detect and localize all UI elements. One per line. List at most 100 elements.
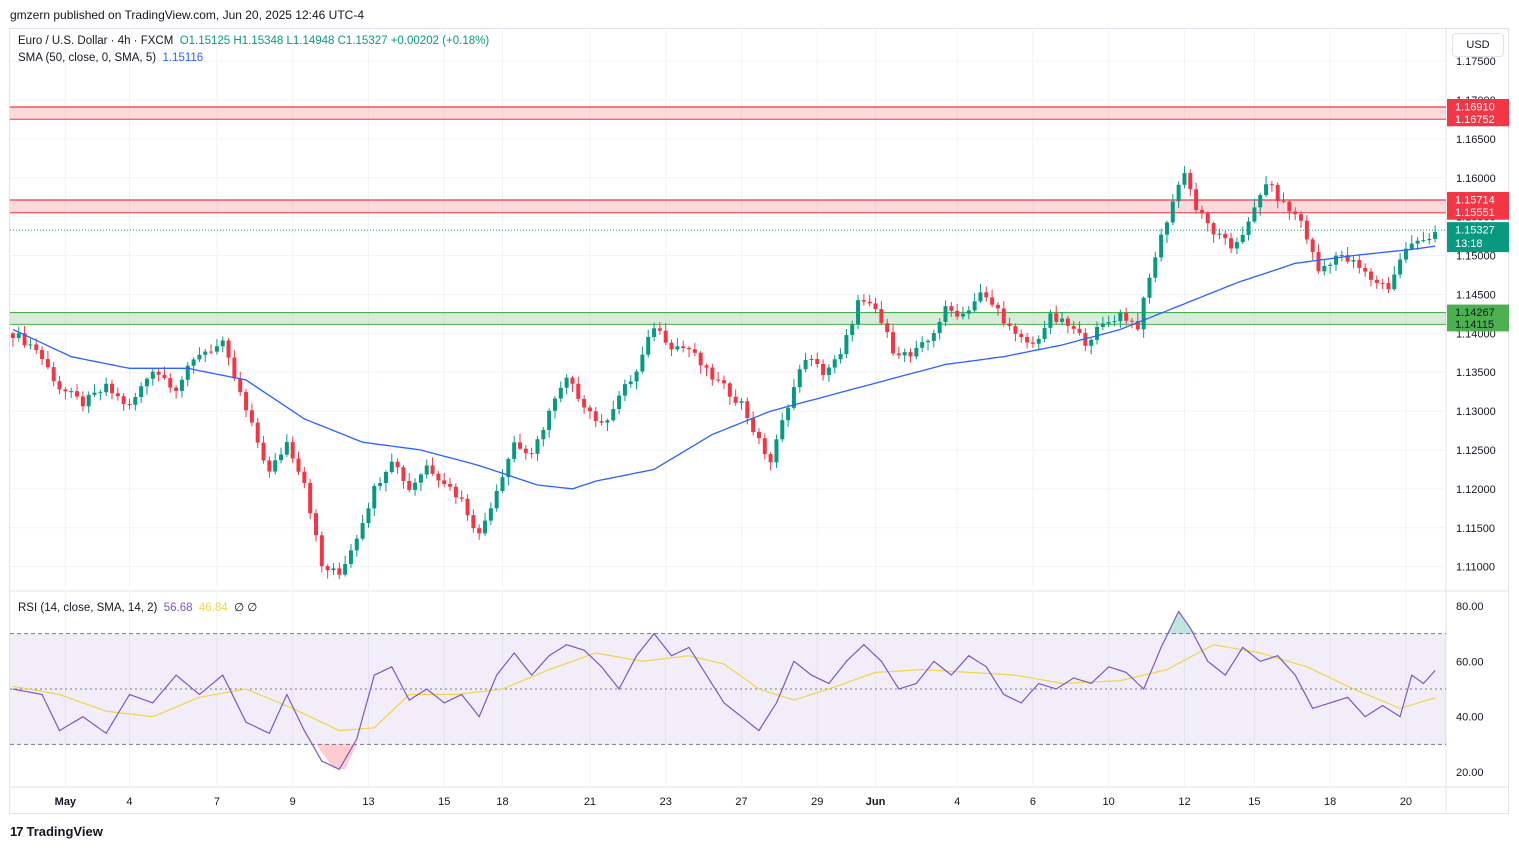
candle-up[interactable] (92, 392, 97, 395)
candle-down[interactable] (110, 383, 114, 394)
candle-down[interactable] (453, 486, 458, 498)
candle-down[interactable] (401, 467, 406, 481)
candle-up[interactable] (943, 306, 948, 322)
candle-up[interactable] (1159, 234, 1164, 258)
candle-up[interactable] (652, 328, 657, 337)
candle-up[interactable] (914, 347, 919, 357)
candle-up[interactable] (1141, 297, 1146, 330)
candle-down[interactable] (949, 306, 954, 311)
candle-down[interactable] (1194, 189, 1199, 211)
candle-down[interactable] (442, 480, 447, 485)
candle-down[interactable] (296, 458, 301, 472)
candle-down[interactable] (1077, 328, 1082, 333)
candle-up[interactable] (1264, 184, 1269, 196)
candle-down[interactable] (867, 301, 872, 304)
candle-down[interactable] (692, 349, 697, 353)
candle-up[interactable] (1170, 201, 1175, 223)
candle-up[interactable] (634, 371, 639, 382)
candle-up[interactable] (774, 439, 779, 463)
candle-down[interactable] (727, 383, 732, 397)
candle-up[interactable] (1100, 323, 1105, 327)
sma-line[interactable] (12, 245, 1436, 490)
candle-down[interactable] (1269, 184, 1274, 186)
candle-up[interactable] (1176, 184, 1181, 202)
candle-up[interactable] (675, 346, 680, 350)
candle-up[interactable] (354, 538, 359, 551)
candle-down[interactable] (1124, 312, 1129, 321)
candle-down[interactable] (681, 346, 686, 348)
candle-down[interactable] (704, 365, 709, 368)
candle-up[interactable] (1339, 255, 1344, 257)
candle-up[interactable] (617, 395, 622, 410)
candle-down[interactable] (477, 528, 482, 534)
candle-down[interactable] (314, 513, 318, 536)
candle-down[interactable] (879, 309, 884, 324)
candle-up[interactable] (1048, 313, 1053, 328)
candle-down[interactable] (1293, 211, 1298, 215)
candle-down[interactable] (657, 328, 662, 331)
candle-up[interactable] (86, 394, 91, 407)
candle-down[interactable] (325, 566, 330, 571)
candle-down[interactable] (891, 332, 896, 354)
candle-down[interactable] (1054, 313, 1059, 322)
candle-up[interactable] (1036, 338, 1041, 344)
candle-down[interactable] (209, 351, 214, 353)
candle-down[interactable] (75, 391, 80, 397)
candle-down[interactable] (990, 297, 995, 305)
resistance-zone[interactable] (10, 200, 1446, 213)
candle-up[interactable] (937, 321, 942, 334)
candle-up[interactable] (372, 485, 377, 509)
candle-up[interactable] (197, 354, 202, 360)
candle-up[interactable] (780, 420, 785, 440)
candle-up[interactable] (389, 461, 394, 472)
candle-up[interactable] (786, 407, 791, 421)
candle-down[interactable] (1211, 223, 1216, 235)
candle-up[interactable] (185, 365, 190, 380)
candle-up[interactable] (104, 383, 109, 393)
candle-down[interactable] (51, 367, 56, 382)
candle-up[interactable] (284, 442, 289, 455)
candle-down[interactable] (885, 323, 890, 333)
candle-up[interactable] (1095, 326, 1100, 340)
candle-up[interactable] (150, 371, 155, 379)
candle-down[interactable] (756, 431, 761, 439)
candle-down[interactable] (471, 515, 476, 529)
candle-down[interactable] (127, 404, 132, 406)
candle-down[interactable] (10, 333, 15, 338)
candle-up[interactable] (500, 477, 505, 491)
candle-down[interactable] (1281, 200, 1286, 202)
candle-up[interactable] (98, 392, 103, 394)
candle-up[interactable] (640, 354, 645, 372)
candle-up[interactable] (809, 358, 814, 360)
candle-down[interactable] (168, 378, 173, 388)
candle-up[interactable] (413, 482, 418, 490)
candle-up[interactable] (1258, 195, 1263, 208)
candle-down[interactable] (1357, 260, 1362, 268)
candle-down[interactable] (908, 352, 913, 357)
candle-down[interactable] (22, 333, 27, 346)
candle-down[interactable] (1205, 213, 1210, 224)
candle-up[interactable] (1415, 240, 1420, 244)
candle-up[interactable] (494, 490, 499, 509)
candle-down[interactable] (582, 398, 587, 408)
candle-up[interactable] (1334, 255, 1338, 265)
candle-up[interactable] (1351, 260, 1356, 262)
candle-down[interactable] (174, 387, 179, 391)
candle-up[interactable] (791, 387, 796, 408)
candle-down[interactable] (523, 448, 528, 454)
candle-down[interactable] (302, 471, 307, 483)
candle-up[interactable] (343, 564, 348, 575)
candle-down[interactable] (1001, 308, 1006, 324)
candle-down[interactable] (1135, 321, 1140, 330)
candle-down[interactable] (1030, 342, 1035, 344)
candle-up[interactable] (1112, 321, 1117, 323)
candle-up[interactable] (628, 381, 633, 385)
candle-down[interactable] (63, 389, 68, 392)
candle-up[interactable] (1164, 222, 1169, 235)
candle-up[interactable] (646, 336, 651, 355)
candle-up[interactable] (139, 386, 144, 397)
candle-up[interactable] (902, 352, 907, 356)
candle-up[interactable] (850, 324, 855, 336)
candle-down[interactable] (687, 347, 692, 350)
candle-down[interactable] (1374, 279, 1379, 283)
